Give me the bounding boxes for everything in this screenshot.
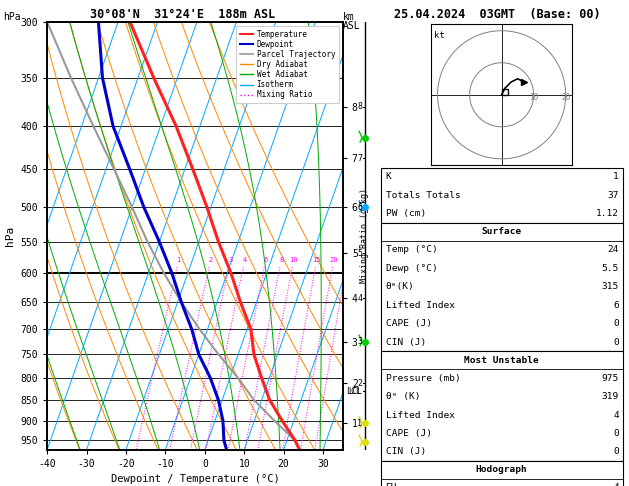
Text: CIN (J): CIN (J) xyxy=(386,338,426,347)
Text: 4: 4 xyxy=(357,294,362,303)
Text: 10: 10 xyxy=(289,257,298,263)
Text: 24: 24 xyxy=(608,245,619,254)
Text: 20: 20 xyxy=(330,257,338,263)
Text: 2: 2 xyxy=(357,379,362,388)
Text: 2: 2 xyxy=(208,257,213,263)
Text: 1.12: 1.12 xyxy=(596,209,619,218)
Text: Temp (°C): Temp (°C) xyxy=(386,245,437,254)
Text: kt: kt xyxy=(435,31,445,40)
Text: 975: 975 xyxy=(602,374,619,382)
Text: © weatheronline.co.uk: © weatheronline.co.uk xyxy=(443,471,557,480)
Text: 4: 4 xyxy=(613,411,619,419)
Legend: Temperature, Dewpoint, Parcel Trajectory, Dry Adiabat, Wet Adiabat, Isotherm, Mi: Temperature, Dewpoint, Parcel Trajectory… xyxy=(236,26,339,103)
Text: 6: 6 xyxy=(357,203,362,212)
Text: Surface: Surface xyxy=(482,227,521,236)
Text: 0: 0 xyxy=(613,319,619,328)
Text: 8: 8 xyxy=(279,257,284,263)
Text: 15: 15 xyxy=(313,257,321,263)
Text: Mixing Ratio (g/kg): Mixing Ratio (g/kg) xyxy=(360,188,369,283)
Text: 1: 1 xyxy=(357,419,362,428)
Text: CAPE (J): CAPE (J) xyxy=(386,319,431,328)
Text: 20: 20 xyxy=(561,92,571,102)
Text: 0: 0 xyxy=(613,448,619,456)
Text: EH: EH xyxy=(386,484,397,486)
Text: 4: 4 xyxy=(243,257,247,263)
X-axis label: Dewpoint / Temperature (°C): Dewpoint / Temperature (°C) xyxy=(111,474,279,484)
Text: 4: 4 xyxy=(613,484,619,486)
Text: 3: 3 xyxy=(228,257,232,263)
Text: PW (cm): PW (cm) xyxy=(386,209,426,218)
Text: K: K xyxy=(386,173,391,181)
Text: LCL: LCL xyxy=(348,387,362,396)
Text: 30°08'N  31°24'E  188m ASL: 30°08'N 31°24'E 188m ASL xyxy=(90,8,275,21)
Text: 0: 0 xyxy=(613,429,619,438)
Text: 10: 10 xyxy=(529,92,538,102)
Text: 5.5: 5.5 xyxy=(602,264,619,273)
Text: 1: 1 xyxy=(613,173,619,181)
Text: 37: 37 xyxy=(608,191,619,200)
Text: 6: 6 xyxy=(264,257,268,263)
Text: 315: 315 xyxy=(602,282,619,291)
Text: LCL: LCL xyxy=(346,387,361,396)
Text: CAPE (J): CAPE (J) xyxy=(386,429,431,438)
Text: 6: 6 xyxy=(613,301,619,310)
Text: 1: 1 xyxy=(177,257,181,263)
Text: 7: 7 xyxy=(357,154,362,163)
Text: 3: 3 xyxy=(357,337,362,346)
Text: Dewp (°C): Dewp (°C) xyxy=(386,264,437,273)
Text: km
ASL: km ASL xyxy=(343,12,360,32)
Text: 25.04.2024  03GMT  (Base: 00): 25.04.2024 03GMT (Base: 00) xyxy=(394,8,600,21)
Text: 8: 8 xyxy=(357,102,362,111)
Text: 5: 5 xyxy=(357,249,362,258)
Text: Pressure (mb): Pressure (mb) xyxy=(386,374,460,382)
Text: Hodograph: Hodograph xyxy=(476,466,528,474)
Text: θᵉ(K): θᵉ(K) xyxy=(386,282,415,291)
Text: CIN (J): CIN (J) xyxy=(386,448,426,456)
Text: 319: 319 xyxy=(602,392,619,401)
Text: Lifted Index: Lifted Index xyxy=(386,301,455,310)
Text: Totals Totals: Totals Totals xyxy=(386,191,460,200)
Text: hPa: hPa xyxy=(3,12,21,22)
Text: 0: 0 xyxy=(613,338,619,347)
Text: θᵉ (K): θᵉ (K) xyxy=(386,392,420,401)
Y-axis label: hPa: hPa xyxy=(5,226,15,246)
Text: Lifted Index: Lifted Index xyxy=(386,411,455,419)
Text: Most Unstable: Most Unstable xyxy=(464,356,539,364)
